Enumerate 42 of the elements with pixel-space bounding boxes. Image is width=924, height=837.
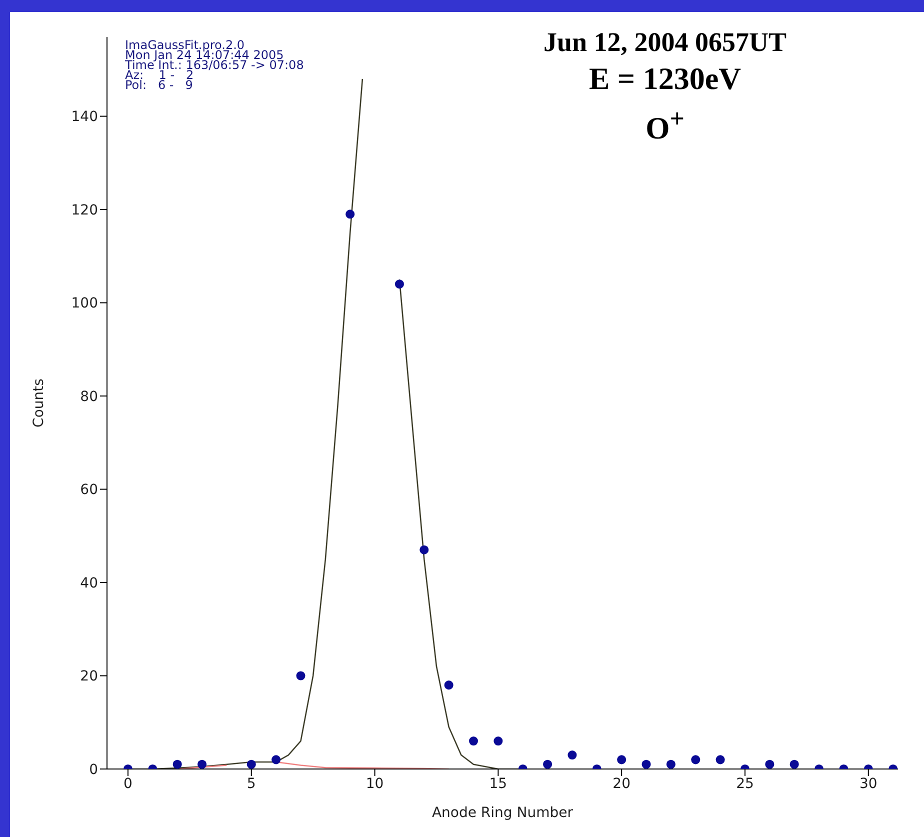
point: [716, 755, 725, 764]
point: [691, 755, 700, 764]
point: [617, 755, 626, 764]
x-tick-label: 10: [366, 776, 384, 792]
point: [172, 760, 182, 769]
y-tick-label: 100: [71, 296, 98, 312]
y-tick-label: 40: [80, 575, 98, 592]
point: [568, 750, 577, 760]
y-tick-label: 20: [80, 668, 98, 685]
x-axis-title: Anode Ring Number: [432, 805, 574, 821]
x-tick-label: 25: [736, 776, 754, 792]
x-tick-label: 5: [246, 776, 256, 792]
x-tick-label: 30: [859, 776, 878, 792]
point: [420, 545, 429, 554]
y-tick-label: 140: [71, 109, 98, 126]
point: [198, 760, 207, 769]
annotation: O$^{+}$: [644, 103, 686, 148]
chart-title: Jun 12, 2004 0657UT: [542, 26, 788, 59]
annotation: ImaGaussFit.pro.2.0: [125, 38, 245, 52]
text: E = 1230eV: [588, 60, 742, 98]
x-tick-label: 0: [124, 776, 132, 792]
y-axis-title: Counts: [30, 378, 47, 428]
point: [765, 760, 774, 769]
point: [666, 760, 676, 769]
point: [790, 760, 799, 769]
y-tick-label: 80: [80, 388, 98, 405]
annotation: Pol: 6 - 9: [125, 78, 194, 92]
point: [444, 680, 454, 690]
point: [394, 280, 404, 289]
point: [494, 736, 503, 746]
y-tick-label: 60: [80, 482, 98, 498]
y-tick-label: 120: [71, 202, 98, 218]
point: [296, 671, 306, 680]
point: [272, 755, 281, 764]
point: [543, 760, 552, 769]
point: [642, 760, 651, 769]
point: [346, 210, 355, 219]
x-tick-label: 20: [612, 776, 630, 792]
point: [468, 736, 478, 746]
x-tick-label: 15: [489, 776, 508, 792]
y-tick-label: 0: [89, 762, 98, 778]
point: [246, 760, 256, 769]
